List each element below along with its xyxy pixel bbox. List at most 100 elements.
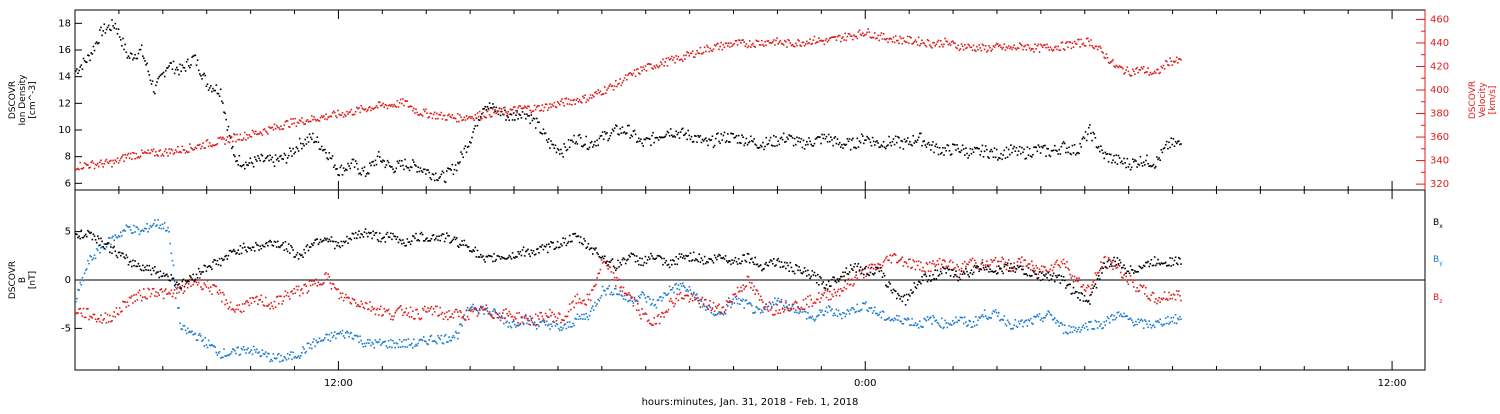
density-point [574,143,576,145]
velocity-point [360,105,362,107]
by-point [1132,322,1134,324]
by-point [826,307,828,309]
by-point [572,323,574,325]
density-point [765,137,767,139]
bz-point [852,285,854,287]
by-point [387,347,389,349]
by-point [379,339,381,341]
velocity-point [873,37,875,39]
bx-point [773,258,775,260]
velocity-point [311,115,313,117]
density-tick-label: 12 [58,98,71,109]
density-point [777,140,779,142]
bx-point [1047,272,1049,274]
bx-point [641,258,643,260]
bz-point [932,260,934,262]
bz-point [153,288,155,290]
bz-point [116,307,118,309]
bz-point [865,276,867,278]
bx-point [853,266,855,268]
bx-point [730,264,732,266]
by-point [751,305,753,307]
density-point [176,67,178,69]
by-point [124,230,126,232]
by-point [319,338,321,340]
density-point [865,139,867,141]
by-point [287,353,289,355]
bx-point [385,241,387,243]
velocity-point [954,42,956,44]
bx-point [212,261,214,263]
by-point [588,319,590,321]
velocity-point [284,124,286,126]
by-point [304,352,306,354]
density-point [325,152,327,154]
density-point [747,144,749,146]
bx-point [736,261,738,263]
velocity-point [704,47,706,49]
bz-point [133,294,135,296]
density-point [787,138,789,140]
bx-point [921,276,923,278]
density-point [989,151,991,153]
bz-point [1058,265,1060,267]
bz-point [119,307,121,309]
density-point [805,144,807,146]
velocity-point [673,57,675,59]
by-point [867,311,869,313]
by-point [1083,325,1085,327]
bx-point [362,234,364,236]
velocity-point [938,40,940,42]
bx-point [1041,272,1043,274]
density-point [81,64,83,66]
bx-point [100,238,102,240]
bx-point [909,295,911,297]
bx-point [221,258,223,260]
bx-point [306,246,308,248]
by-point [252,354,254,356]
density-point [1167,148,1169,150]
bz-point [818,292,820,294]
density-point [1122,163,1124,165]
by-point [568,326,570,328]
bz-point [426,311,428,313]
bz-point [1077,281,1079,283]
bz-point [1157,300,1159,302]
by-point [878,314,880,316]
bx-point [318,244,320,246]
bx-point [120,255,122,257]
bx-point [844,272,846,274]
density-point [1164,147,1166,149]
by-point [1013,324,1015,326]
bz-point [888,260,890,262]
velocity-point [232,141,234,143]
density-point [408,167,410,169]
density-point [898,137,900,139]
by-point [668,293,670,295]
density-point [712,135,714,137]
bx-point [210,266,212,268]
bz-point [659,323,661,325]
velocity-point [715,45,717,47]
velocity-point [1037,45,1039,47]
bx-point [520,251,522,253]
velocity-point [989,47,991,49]
by-point [709,306,711,308]
bx-point [462,244,464,246]
bx-point [1055,275,1057,277]
by-point [590,310,592,312]
bx-point [139,265,141,267]
by-point [681,285,683,287]
velocity-point [401,103,403,105]
bz-point [507,315,509,317]
density-point [489,102,491,104]
bz-point [380,306,382,308]
density-point [939,147,941,149]
bx-point [78,236,80,238]
bx-point [587,246,589,248]
bx-point [891,290,893,292]
by-point [936,319,938,321]
by-point [231,351,233,353]
density-point [1035,147,1037,149]
velocity-point [1176,57,1178,59]
